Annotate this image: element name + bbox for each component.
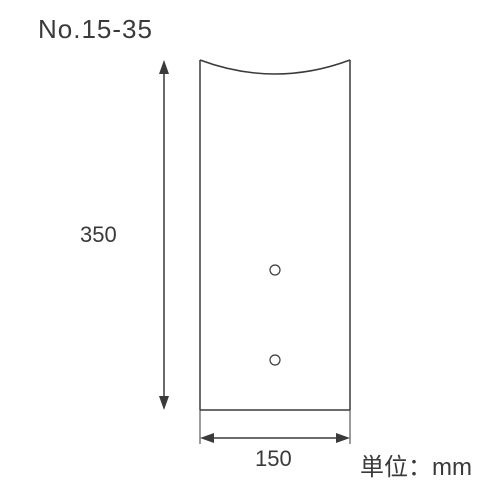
- dimension-diagram: [0, 0, 500, 500]
- width-dimension-label: 150: [255, 446, 292, 472]
- height-dimension-label: 350: [80, 222, 117, 248]
- unit-label: 単位：mm: [360, 447, 472, 482]
